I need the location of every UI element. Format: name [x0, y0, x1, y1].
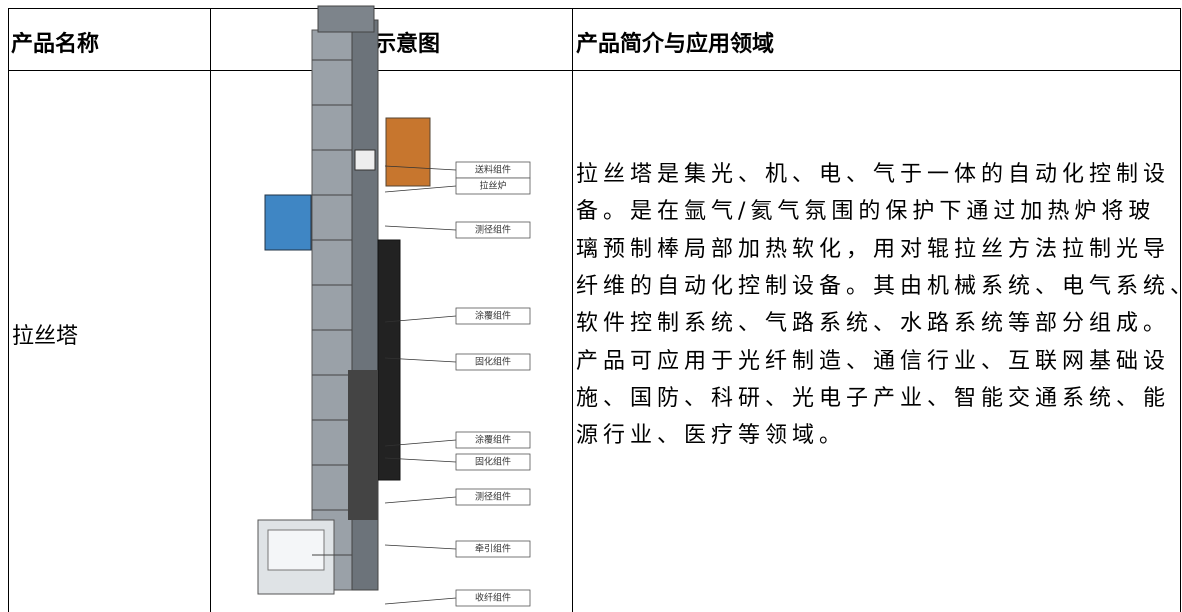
description-line: 备。是在氩气/氦气氛围的保护下通过加热炉将玻	[576, 199, 1156, 225]
header-cell: 产品名称	[11, 32, 100, 57]
description-line: 施、国防、科研、光电子产业、智能交通系统、能	[576, 385, 1171, 411]
description-line: 源行业、医疗等领域。	[576, 423, 847, 449]
diagram-label: 涂覆组件	[475, 310, 511, 322]
diagram-label: 固化组件	[475, 456, 511, 468]
label-box	[455, 589, 531, 607]
leader-line	[384, 357, 457, 363]
leader-line	[384, 544, 457, 550]
border	[572, 8, 573, 612]
product-name: 拉丝塔	[12, 324, 79, 349]
description-line: 纤维的自动化控制设备。其由机械系统、电气系统、	[576, 273, 1182, 299]
description-line: 软件控制系统、气路系统、水路系统等部分组成。	[576, 311, 1171, 337]
diagram-label: 涂覆组件	[475, 434, 511, 446]
description-line: 璃预制棒局部加热软化，用对辊拉丝方法拉制光导	[576, 236, 1171, 262]
label-box	[455, 177, 531, 195]
border	[8, 70, 1181, 71]
header-cell: 产品简介与应用领域	[576, 32, 775, 57]
description-line: 产品可应用于光纤制造、通信行业、互联网基础设	[576, 348, 1171, 374]
leader-line	[384, 185, 457, 193]
label-box	[455, 488, 531, 506]
label-box	[455, 540, 531, 558]
leader-line	[384, 496, 457, 504]
diagram-label: 测径组件	[475, 491, 511, 503]
diagram-label: 固化组件	[475, 356, 511, 368]
leader-line	[384, 315, 457, 323]
tower	[257, 5, 431, 595]
border	[210, 8, 211, 612]
leader-line	[384, 597, 457, 605]
leader-line	[384, 457, 457, 463]
label-box	[455, 431, 531, 449]
border	[1180, 8, 1181, 612]
border	[8, 8, 9, 612]
label-box	[455, 307, 531, 325]
leader-line	[384, 439, 457, 447]
diagram-label: 测径组件	[475, 224, 511, 236]
label-box	[455, 221, 531, 239]
label-box	[455, 353, 531, 371]
leader-line	[384, 225, 457, 231]
description-line: 拉丝塔是集光、机、电、气于一体的自动化控制设	[576, 162, 1171, 187]
diagram-label: 拉丝炉	[479, 180, 506, 192]
border	[8, 8, 1181, 9]
leader-line	[384, 165, 457, 171]
diagram-label: 送料组件	[475, 164, 511, 176]
diagram-label: 收纤组件	[475, 592, 511, 604]
diagram-label: 牵引组件	[475, 543, 511, 555]
label-box	[455, 453, 531, 471]
